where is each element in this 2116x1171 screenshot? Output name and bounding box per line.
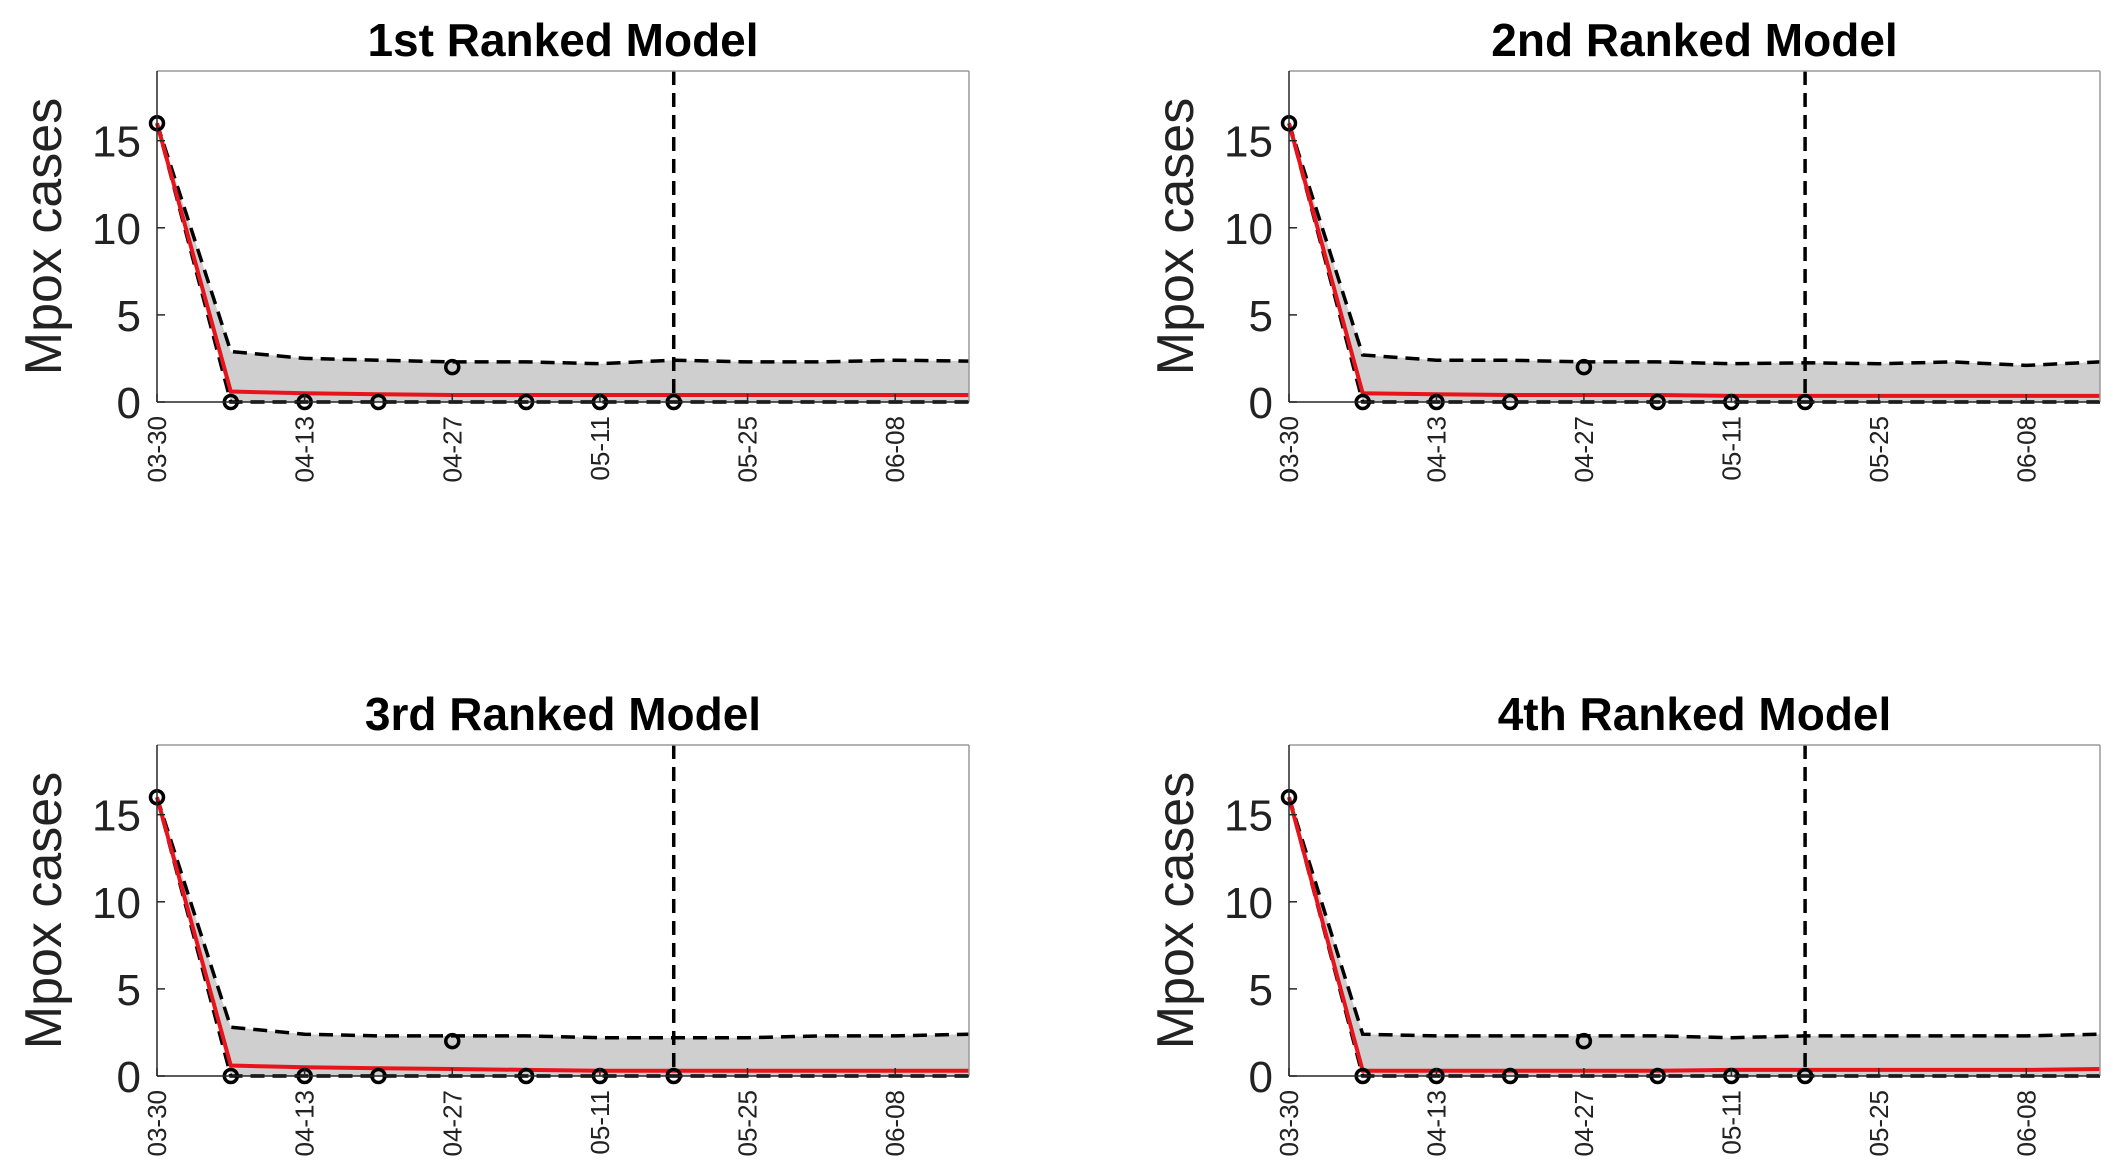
chart-panel-1: 0 5 10 15 03-30 04-13 04-27 05-11 05-25 06-08 1st …: [15, 14, 970, 483]
observed-point: [1575, 1032, 1593, 1050]
x-tick-label: 06-08: [880, 1090, 910, 1157]
x-tick-label: 05-25: [1864, 416, 1894, 483]
upper-bound-line: [155, 122, 970, 366]
x-tick-label: 03-30: [142, 416, 172, 483]
observed-point: [444, 358, 461, 376]
y-tick-label: 10: [92, 205, 141, 254]
y-axis-label: Mpox cases: [15, 772, 73, 1049]
y-tick-label: 0: [117, 1053, 141, 1102]
x-tick-label: 06-08: [2011, 1090, 2041, 1157]
x-tick-label: 04-27: [437, 416, 467, 483]
y-tick-label: 0: [117, 379, 141, 428]
x-tick-label: 05-11: [1716, 416, 1746, 481]
y-axis-label: Mpox cases: [15, 98, 73, 375]
y-tick-label: 10: [1224, 879, 1273, 928]
prediction-band: [157, 797, 969, 1076]
prediction-band: [1289, 797, 2100, 1076]
model-fit-line: [1287, 796, 2101, 1073]
x-tick-label: 05-11: [585, 1090, 615, 1155]
observed-point: [1575, 358, 1593, 376]
x-tick-label: 03-30: [142, 1090, 172, 1157]
panel-title: 2nd Ranked Model: [1491, 14, 1897, 66]
x-tick-label: 04-13: [290, 1090, 320, 1157]
y-axis-label: Mpox cases: [1147, 98, 1205, 375]
x-tick-label: 05-11: [1716, 1090, 1746, 1155]
x-tick-label: 05-11: [585, 416, 615, 481]
chart-panel-3: 0 5 10 15 03-30 04-13 04-27 05-11 05-25 06-08 3rd …: [15, 688, 970, 1157]
panel-title: 3rd Ranked Model: [365, 688, 761, 740]
y-tick-label: 5: [1249, 966, 1273, 1015]
x-tick-label: 04-27: [1569, 416, 1599, 483]
model-fit-line: [155, 122, 969, 397]
observed-point: [444, 1032, 461, 1050]
x-tick-label: 04-27: [437, 1090, 467, 1157]
x-tick-label: 04-13: [1421, 1090, 1451, 1157]
chart-panel-4: 0 5 10 15 03-30 04-13 04-27 05-11 05-25 06-08 4th …: [1147, 688, 2101, 1157]
prediction-band: [1289, 123, 2100, 403]
x-tick-label: 03-30: [1274, 416, 1304, 483]
chart-panel-2: 0 5 10 15 03-30 04-13 04-27 05-11 05-25 06-08 2nd …: [1147, 14, 2101, 483]
y-tick-label: 0: [1249, 1053, 1273, 1102]
model-fit-line: [1287, 122, 2100, 398]
y-tick-label: 15: [1224, 118, 1273, 167]
upper-bound-line: [155, 796, 970, 1040]
y-tick-label: 10: [92, 879, 141, 928]
y-tick-label: 15: [92, 118, 141, 167]
x-tick-label: 06-08: [2011, 416, 2041, 483]
upper-bound-line: [1287, 122, 2101, 368]
upper-bound-line: [1287, 796, 2101, 1040]
x-tick-label: 03-30: [1274, 1090, 1304, 1157]
y-tick-label: 15: [92, 792, 141, 841]
x-tick-label: 04-27: [1569, 1090, 1599, 1157]
x-tick-label: 05-25: [733, 416, 763, 483]
x-tick-label: 05-25: [733, 1090, 763, 1157]
y-tick-label: 5: [117, 966, 141, 1015]
y-tick-label: 5: [1249, 292, 1273, 341]
x-tick-label: 04-13: [1421, 416, 1451, 483]
y-tick-label: 15: [1224, 792, 1273, 841]
y-tick-label: 0: [1249, 379, 1273, 428]
model-fit-line: [155, 796, 969, 1073]
panel-title: 4th Ranked Model: [1498, 688, 1892, 740]
y-axis-label: Mpox cases: [1147, 772, 1205, 1049]
y-tick-label: 10: [1224, 205, 1273, 254]
x-tick-label: 04-13: [290, 416, 320, 483]
prediction-band: [157, 123, 969, 403]
x-tick-label: 05-25: [1864, 1090, 1894, 1157]
panel-title: 1st Ranked Model: [367, 14, 758, 66]
x-tick-label: 06-08: [880, 416, 910, 483]
y-tick-label: 5: [117, 292, 141, 341]
